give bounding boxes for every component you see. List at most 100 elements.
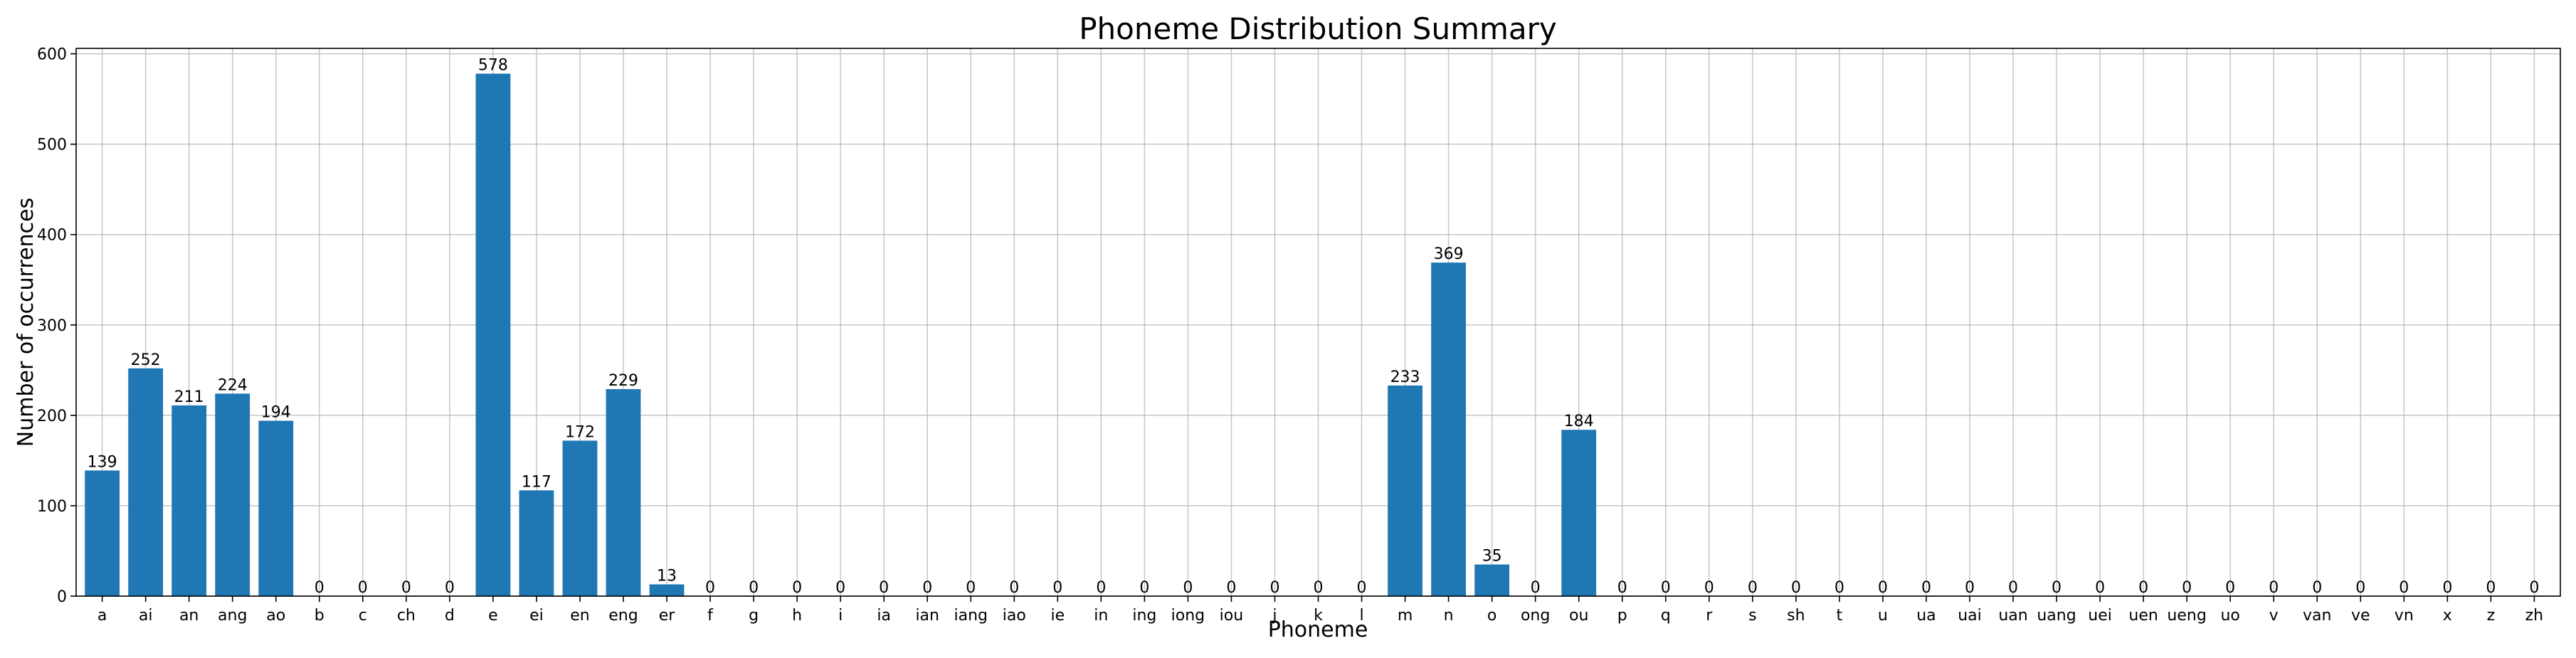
x-tick-label-ia: ia — [877, 607, 891, 625]
bar-value-label-er: 13 — [657, 567, 677, 585]
x-tick-label-ie: ie — [1050, 607, 1065, 625]
bar-value-label-iang: 0 — [966, 579, 976, 597]
x-tick-label-uo: uo — [2220, 607, 2239, 625]
x-tick-label-x: x — [2443, 607, 2452, 625]
y-tick-label: 300 — [37, 317, 67, 335]
bar-value-label-o: 35 — [1482, 548, 1502, 566]
bar-value-label-uei: 0 — [2095, 579, 2105, 597]
bar-value-label-u: 0 — [1878, 579, 1888, 597]
bar-value-label-s: 0 — [1748, 579, 1758, 597]
bar-value-label-sh: 0 — [1791, 579, 1801, 597]
bar-value-label-ch: 0 — [401, 579, 411, 597]
bar-value-label-p: 0 — [1617, 579, 1627, 597]
bar-value-label-ia: 0 — [879, 579, 889, 597]
bar-value-label-ong: 0 — [1531, 579, 1541, 597]
bar-en — [562, 440, 598, 596]
bar-labels-layer: 139 252 211 224 194 0 0 0 0 578 117 172 229 13 0 0 0 0 0 0 0… — [88, 57, 2540, 597]
x-tick-label-an: an — [179, 607, 199, 625]
bar-value-label-iong: 0 — [1183, 579, 1193, 597]
y-tick-label: 600 — [37, 46, 67, 64]
bar-value-label-a: 139 — [88, 453, 117, 471]
x-tick-label-s: s — [1748, 607, 1756, 625]
bar-an — [171, 405, 207, 596]
x-tick-label-j: j — [1272, 607, 1277, 625]
x-tick-label-o: o — [1487, 607, 1496, 625]
bar-value-label-van: 0 — [2312, 579, 2322, 597]
x-tick-label-ua: ua — [1916, 607, 1936, 625]
bar-value-label-uai: 0 — [1965, 579, 1975, 597]
bar-value-label-uan: 0 — [2008, 579, 2018, 597]
x-tick-label-ou: ou — [1569, 607, 1588, 625]
x-tick-label-t: t — [1837, 607, 1843, 625]
bar-value-label-l: 0 — [1357, 579, 1367, 597]
y-axis-title: Number of occurrences — [14, 198, 38, 447]
grid-layer — [76, 48, 2560, 597]
bar-value-label-uo: 0 — [2225, 579, 2235, 597]
bar-value-label-d: 0 — [445, 579, 455, 597]
x-tick-label-h: h — [792, 607, 802, 625]
bar-value-label-t: 0 — [1835, 579, 1844, 597]
bar-value-label-vn: 0 — [2399, 579, 2409, 597]
x-tick-label-ve: ve — [2351, 607, 2370, 625]
x-tick-label-iang: iang — [954, 607, 988, 625]
x-tick-label-z: z — [2487, 607, 2496, 625]
x-tick-label-ong: ong — [1521, 607, 1550, 625]
bar-value-label-eng: 229 — [608, 372, 638, 390]
bar-value-label-iou: 0 — [1226, 579, 1236, 597]
bar-value-label-ou: 184 — [1564, 413, 1594, 430]
bar-value-label-f: 0 — [705, 579, 715, 597]
x-tick-label-zh: zh — [2525, 607, 2544, 625]
bar-er — [649, 584, 685, 596]
x-tick-label-iao: iao — [1003, 607, 1026, 625]
bar-value-label-q: 0 — [1661, 579, 1671, 597]
x-tick-label-p: p — [1617, 607, 1627, 625]
bar-value-label-uen: 0 — [2138, 579, 2148, 597]
y-tick-label: 200 — [37, 408, 67, 425]
x-tick-label-ao: ao — [266, 607, 285, 625]
x-tick-label-en: en — [570, 607, 589, 625]
x-tick-label-uei: uei — [2088, 607, 2112, 625]
x-tick-label-q: q — [1661, 607, 1671, 625]
bar-value-label-ian: 0 — [922, 579, 932, 597]
x-tick-label-eng: eng — [608, 607, 638, 625]
x-tick-label-ing: ing — [1132, 607, 1156, 625]
bar-value-label-ang: 224 — [218, 376, 248, 394]
y-tick-label: 400 — [37, 227, 67, 245]
x-tick-label-v: v — [2269, 607, 2279, 625]
x-tick-label-ai: ai — [139, 607, 153, 625]
y-tick-label: 500 — [37, 137, 67, 154]
x-tick-label-l: l — [1359, 607, 1363, 625]
x-tick-label-iou: iou — [1220, 607, 1244, 625]
x-tick-label-uen: uen — [2128, 607, 2158, 625]
x-tick-label-a: a — [97, 607, 107, 625]
bar-value-label-m: 233 — [1390, 368, 1420, 386]
bar-value-label-h: 0 — [792, 579, 802, 597]
x-tick-label-k: k — [1314, 607, 1323, 625]
y-tick-label: 0 — [57, 588, 67, 606]
axis-layer: 0 100 200 300 400 500 600 a ai an ang ao b c ch d e ei en e… — [37, 46, 2543, 625]
x-tick-label-er: er — [659, 607, 676, 625]
x-tick-label-n: n — [1444, 607, 1454, 625]
bar-value-label-z: 0 — [2486, 579, 2496, 597]
bar-value-label-ao: 194 — [261, 403, 291, 421]
x-tick-label-in: in — [1094, 607, 1108, 625]
bar-o — [1474, 564, 1510, 596]
bar-ao — [258, 420, 294, 596]
bar-value-label-ueng: 0 — [2182, 579, 2192, 597]
x-tick-label-ang: ang — [218, 607, 247, 625]
x-tick-label-sh: sh — [1787, 607, 1805, 625]
bar-a — [85, 470, 120, 596]
bar-value-label-in: 0 — [1096, 579, 1106, 597]
bar-value-label-an: 211 — [174, 388, 204, 406]
bar-n — [1431, 262, 1467, 596]
x-tick-label-uan: uan — [1998, 607, 2027, 625]
bars-layer — [85, 73, 1597, 596]
bar-value-label-zh: 0 — [2529, 579, 2539, 597]
bar-value-label-ie: 0 — [1052, 579, 1062, 597]
bar-ai — [128, 368, 164, 596]
bar-value-label-ing: 0 — [1139, 579, 1149, 597]
bar-e — [475, 73, 511, 596]
bar-value-label-c: 0 — [358, 579, 368, 597]
bar-value-label-b: 0 — [315, 579, 324, 597]
